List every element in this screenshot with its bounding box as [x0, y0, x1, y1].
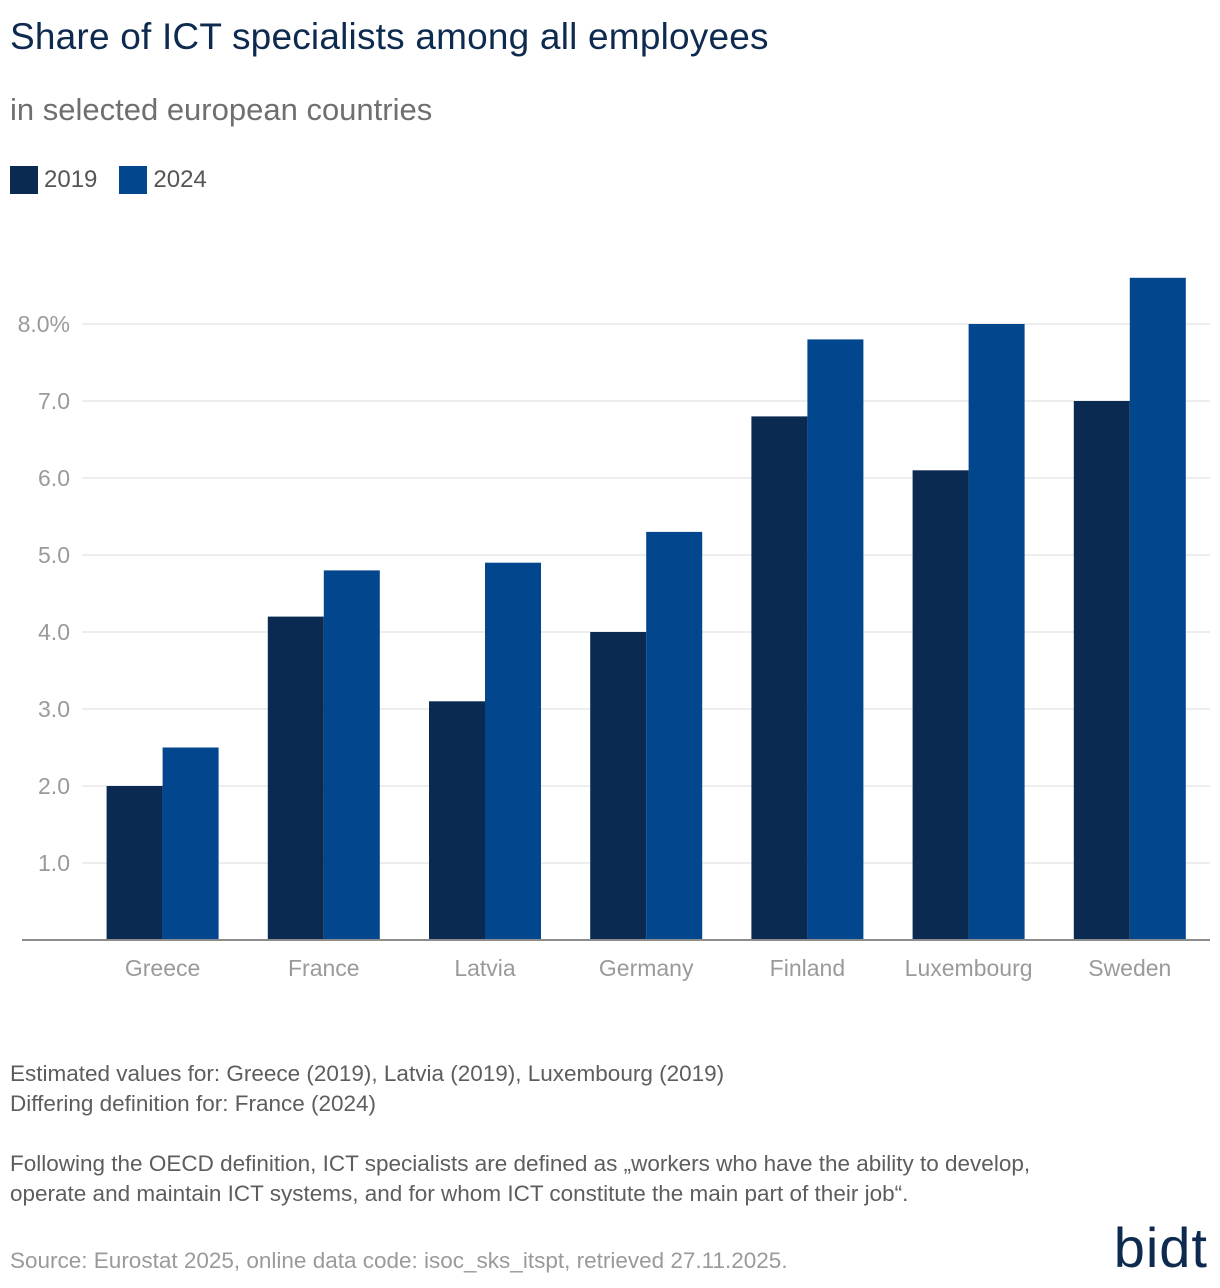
x-tick-label: France	[288, 955, 360, 981]
legend-swatch-2019	[10, 166, 38, 194]
y-tick-label: 8.0%	[18, 311, 70, 337]
y-tick-label: 4.0	[38, 619, 70, 645]
chart-title: Share of ICT specialists among all emplo…	[10, 16, 769, 57]
bar-finland-2019	[751, 416, 808, 940]
legend-item-2019: 2019	[10, 166, 97, 194]
legend-item-2024: 2024	[119, 166, 207, 194]
x-tick-label: Finland	[770, 955, 845, 981]
legend: 2019 2024	[10, 166, 229, 194]
note-estimated: Estimated values for: Greece (2019), Lat…	[10, 1061, 725, 1086]
y-tick-label: 5.0	[38, 542, 70, 568]
x-tick-label: Latvia	[454, 955, 516, 981]
x-tick-label: Greece	[125, 955, 200, 981]
note-differing: Differing definition for: France (2024)	[10, 1091, 377, 1116]
bar-france-2024	[323, 570, 380, 940]
bar-luxembourg-2019	[912, 470, 969, 940]
y-tick-label: 1.0	[38, 850, 70, 876]
bar-greece-2019	[106, 786, 163, 940]
y-tick-label: 2.0	[38, 773, 70, 799]
bar-france-2019	[267, 616, 324, 940]
chart-subtitle: in selected european countries	[10, 92, 433, 127]
legend-label-2024: 2024	[153, 166, 207, 193]
definition-text: Following the OECD definition, ICT speci…	[10, 1151, 1031, 1206]
x-tick-label: Germany	[599, 955, 694, 981]
source-text: Source: Eurostat 2025, online data code:…	[10, 1248, 788, 1273]
bar-germany-2024	[646, 531, 703, 940]
bar-germany-2019	[590, 632, 647, 940]
y-tick-label: 7.0	[38, 388, 70, 414]
y-tick-label: 3.0	[38, 696, 70, 722]
y-tick-label: 6.0	[38, 465, 70, 491]
bidt-logo: bidt	[1113, 1216, 1208, 1279]
legend-label-2019: 2019	[44, 166, 98, 193]
x-tick-label: Luxembourg	[905, 955, 1033, 981]
bar-sweden-2024	[1129, 277, 1186, 940]
bar-greece-2024	[162, 747, 219, 940]
bar-sweden-2019	[1073, 401, 1130, 940]
bar-chart: 1.0 2.0 3.0 4.0 5.0 6.0 7.0 8.0% Greece France Lat…	[18, 277, 1210, 981]
bar-finland-2024	[807, 339, 864, 940]
legend-swatch-2024	[119, 166, 148, 194]
notes: Estimated values for: Greece (2019), Lat…	[10, 1059, 724, 1119]
bar-latvia-2024	[485, 562, 541, 940]
bar-latvia-2019	[429, 701, 485, 940]
x-tick-label: Sweden	[1088, 955, 1171, 981]
bar-luxembourg-2024	[968, 324, 1025, 940]
